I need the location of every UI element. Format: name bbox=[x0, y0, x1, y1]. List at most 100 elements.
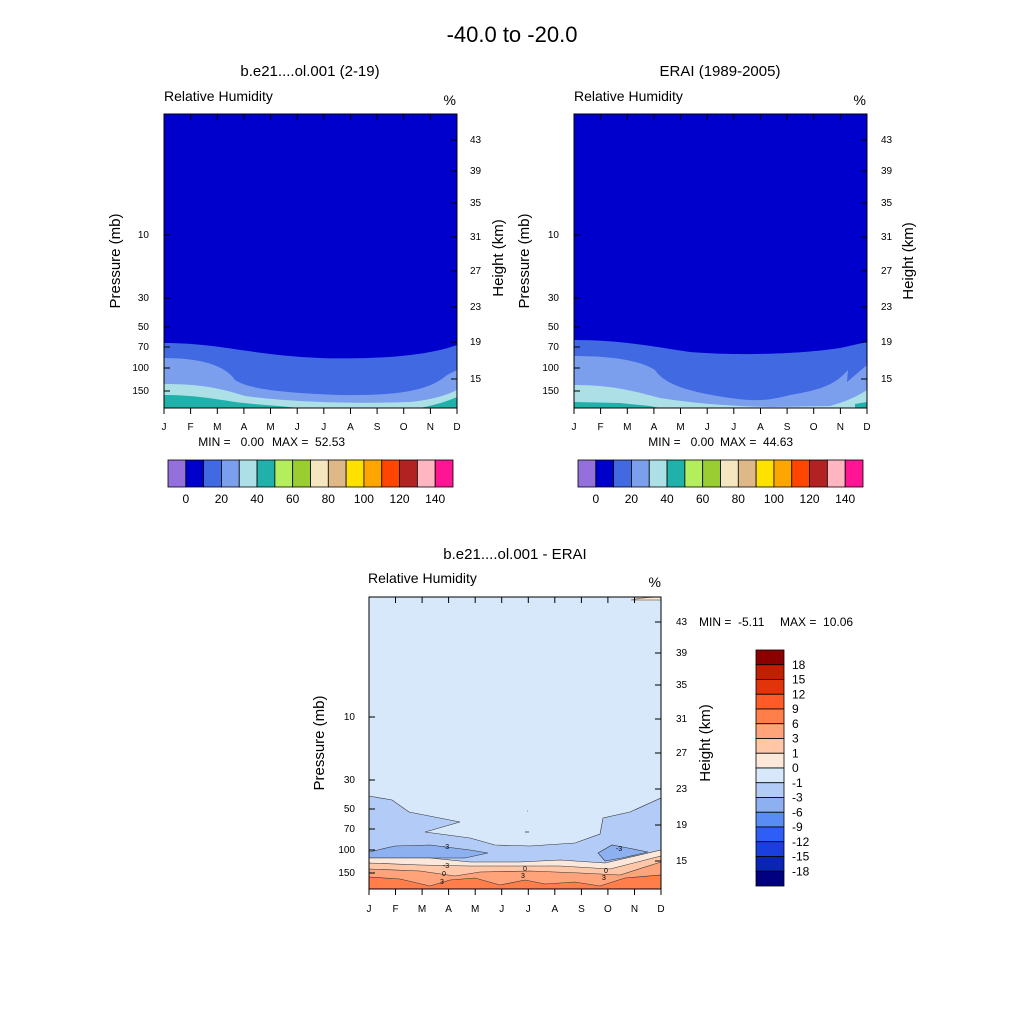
colorbar-tick-label: 100 bbox=[354, 492, 374, 506]
x-tick-label: N bbox=[837, 422, 844, 433]
colorbar-tick-label: 120 bbox=[390, 492, 410, 506]
colorbar-swatch bbox=[826, 459, 846, 488]
x-tick-label: J bbox=[731, 422, 736, 433]
y-tick-label: 150 bbox=[132, 386, 149, 397]
x-tick-label: J bbox=[572, 422, 577, 433]
contour-label: 0 bbox=[442, 871, 446, 878]
plot-frame bbox=[163, 113, 458, 409]
colorbar-tick-label: 0 bbox=[792, 761, 799, 775]
colorbar-swatch bbox=[755, 826, 785, 843]
y-axis-label: Pressure (mb) bbox=[311, 695, 328, 790]
height-tick-label: 27 bbox=[881, 266, 893, 277]
y-axis-label: Pressure (mb) bbox=[516, 213, 533, 308]
colorbar-tick-label: 20 bbox=[215, 492, 229, 506]
colorbar-swatch bbox=[631, 459, 650, 488]
colorbar-swatch bbox=[666, 459, 686, 488]
y-tick-label: 10 bbox=[344, 712, 356, 723]
height-tick-label: 39 bbox=[676, 648, 688, 659]
x-tick-label: J bbox=[321, 422, 326, 433]
colorbar-swatch bbox=[844, 459, 864, 488]
colorbar-tick-label: 18 bbox=[792, 658, 806, 672]
colorbar-swatch bbox=[755, 811, 785, 828]
colorbar-tick-label: 140 bbox=[425, 492, 445, 506]
colorbar-tick-label: 0 bbox=[592, 492, 599, 506]
height-tick-label: 39 bbox=[470, 166, 482, 177]
height-tick-label: 19 bbox=[470, 337, 482, 348]
y-tick-label: 10 bbox=[548, 230, 560, 241]
x-tick-label: J bbox=[705, 422, 710, 433]
x-tick-label: A bbox=[241, 422, 248, 433]
colorbar-tick-label: 12 bbox=[792, 687, 806, 701]
y-tick-label: 30 bbox=[138, 293, 150, 304]
colorbar: 0 20 40 60 80 100 120 140 bbox=[577, 459, 864, 506]
panel-title: b.e21....ol.001 (2-19) bbox=[240, 63, 379, 80]
colorbar-swatch bbox=[613, 459, 632, 488]
height-tick-label: 27 bbox=[676, 748, 688, 759]
height-tick-label: 43 bbox=[470, 135, 482, 146]
colorbar-tick-label: -3 bbox=[792, 791, 803, 805]
y-tick-label: 30 bbox=[344, 775, 356, 786]
y-tick-label: 70 bbox=[548, 342, 560, 353]
panel-model: b.e21....ol.001 (2-19) Relative Humidity… bbox=[107, 63, 507, 506]
height-tick-label: 35 bbox=[881, 198, 893, 209]
min-label: MIN = 0.00 bbox=[648, 435, 714, 449]
height-tick-label: 31 bbox=[881, 232, 893, 243]
x-tick-label: D bbox=[657, 904, 664, 915]
colorbar-swatch bbox=[702, 459, 721, 488]
max-label: MAX = 44.63 bbox=[720, 435, 793, 449]
variable-label: Relative Humidity bbox=[164, 88, 273, 104]
colorbar-swatch bbox=[221, 459, 240, 488]
max-label: MAX = 10.06 bbox=[780, 615, 853, 629]
colorbar-swatch bbox=[416, 459, 436, 488]
colorbar-swatch bbox=[648, 459, 668, 488]
x-tick-label: O bbox=[810, 422, 818, 433]
colorbar-swatch bbox=[755, 738, 785, 754]
colorbar-swatch bbox=[203, 459, 222, 488]
colorbar-swatch bbox=[755, 459, 775, 488]
page-title: -40.0 to -20.0 bbox=[447, 22, 578, 47]
x-tick-label: M bbox=[418, 904, 426, 915]
y-axis-label: Pressure (mb) bbox=[107, 213, 124, 308]
contour-band-40-50 bbox=[855, 402, 867, 408]
top-ticks bbox=[163, 114, 458, 120]
height-tick-label: 35 bbox=[676, 680, 688, 691]
colorbar-swatch bbox=[434, 459, 454, 488]
height-tick-label: 23 bbox=[676, 784, 688, 795]
colorbar-tick-label: -15 bbox=[792, 850, 810, 864]
colorbar-swatch bbox=[755, 723, 785, 739]
x-tick-label: A bbox=[347, 422, 354, 433]
max-label: MAX = 52.53 bbox=[272, 435, 345, 449]
y-tick-label: 100 bbox=[338, 845, 355, 856]
y-axis-pressure: 10 30 50 70 100 150 Pressure (mb) bbox=[516, 213, 580, 397]
colorbar: 0 20 40 60 80 100 120 140 bbox=[167, 459, 454, 506]
x-tick-label: M bbox=[623, 422, 631, 433]
x-tick-label: F bbox=[392, 904, 398, 915]
colorbar-tick-label: 20 bbox=[625, 492, 639, 506]
x-tick-label: S bbox=[784, 422, 791, 433]
height-tick-label: 23 bbox=[881, 302, 893, 313]
colorbar-tick-label: 80 bbox=[322, 492, 336, 506]
colorbar-swatch bbox=[720, 459, 739, 488]
x-tick-label: F bbox=[188, 422, 194, 433]
colorbar-swatch bbox=[755, 649, 785, 666]
contour-band-40-50 bbox=[164, 395, 457, 408]
x-tick-label: J bbox=[499, 904, 504, 915]
colorbar-swatch bbox=[595, 459, 615, 488]
x-tick-label: F bbox=[598, 422, 604, 433]
colorbar-tick-label: 3 bbox=[792, 732, 799, 746]
colorbar-swatch bbox=[755, 752, 785, 769]
y-tick-label: 50 bbox=[548, 322, 560, 333]
panel-reference: ERAI (1989-2005) Relative Humidity % J F… bbox=[516, 63, 917, 506]
min-label: MIN = -5.11 bbox=[699, 615, 765, 629]
y-axis-height: 43 39 35 31 27 23 19 15 Height (km) bbox=[451, 135, 507, 385]
colorbar-tick-label: 100 bbox=[764, 492, 784, 506]
contour-label: 0 bbox=[523, 866, 527, 873]
contour-label: 3 bbox=[521, 873, 525, 880]
y-tick-label: 10 bbox=[138, 230, 150, 241]
colorbar-tick-label: 1 bbox=[792, 746, 799, 760]
colorbar-tick-label: 9 bbox=[792, 702, 799, 716]
x-tick-label: J bbox=[367, 904, 372, 915]
panel-title: ERAI (1989-2005) bbox=[660, 63, 781, 80]
colorbar-tick-label: 140 bbox=[835, 492, 855, 506]
